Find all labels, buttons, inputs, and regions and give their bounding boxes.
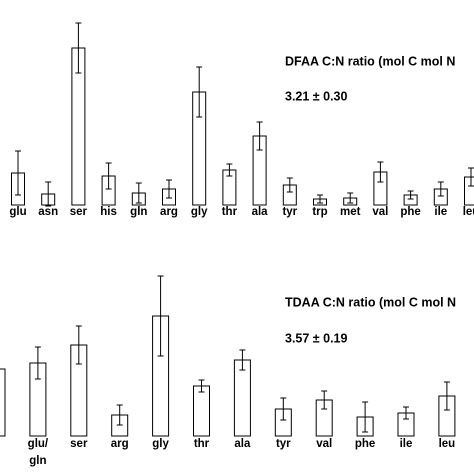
bar (193, 385, 210, 437)
ratio-label: 3.21 ± 0.30 (285, 89, 348, 103)
x-tick-label: tyr (282, 206, 297, 218)
x-tick-label: glu (9, 206, 26, 218)
x-tick-label: tyr (276, 438, 291, 450)
x-tick-label: leu (439, 438, 456, 450)
x-tick-label: arg (111, 438, 129, 450)
x-tick-label: val (372, 206, 388, 218)
x-tick-label: ala (252, 206, 269, 218)
x-tick-label: phe (355, 438, 375, 450)
x-tick-label: met (340, 206, 361, 218)
x-tick-label: gln (130, 206, 147, 218)
ratio-label: 3.57 ± 0.19 (285, 331, 348, 345)
x-tick-label: phe (400, 206, 420, 218)
x-tick-label: gly (152, 438, 169, 450)
bar (464, 176, 474, 206)
x-tick-label: thr (194, 438, 210, 450)
bar (233, 359, 251, 437)
x-tick-label: thr (222, 206, 238, 218)
x-tick-label: ser (70, 438, 88, 450)
x-tick-label: val (316, 438, 332, 450)
x-tick-label: arg (160, 206, 178, 218)
x-tick-label: asn (38, 206, 58, 218)
x-tick-label: ile (400, 438, 413, 450)
x-tick-label: gly (191, 206, 208, 218)
x-tick-label: n (0, 455, 1, 467)
x-tick-label: his (100, 206, 117, 218)
chart-title: DFAA C:N ratio (mol C mol N (285, 54, 455, 68)
x-tick-label: ala (234, 438, 251, 450)
x-tick-label: ile (434, 206, 447, 218)
x-tick-label: trp (312, 206, 327, 218)
x-tick-label: gln (29, 455, 46, 467)
chart-title: TDAA C:N ratio (mol C mol N (285, 295, 456, 309)
x-tick-label: glu/ (28, 438, 49, 450)
bar (0, 368, 6, 437)
x-tick-label: leu (463, 206, 474, 218)
x-tick-label: ser (70, 206, 88, 218)
